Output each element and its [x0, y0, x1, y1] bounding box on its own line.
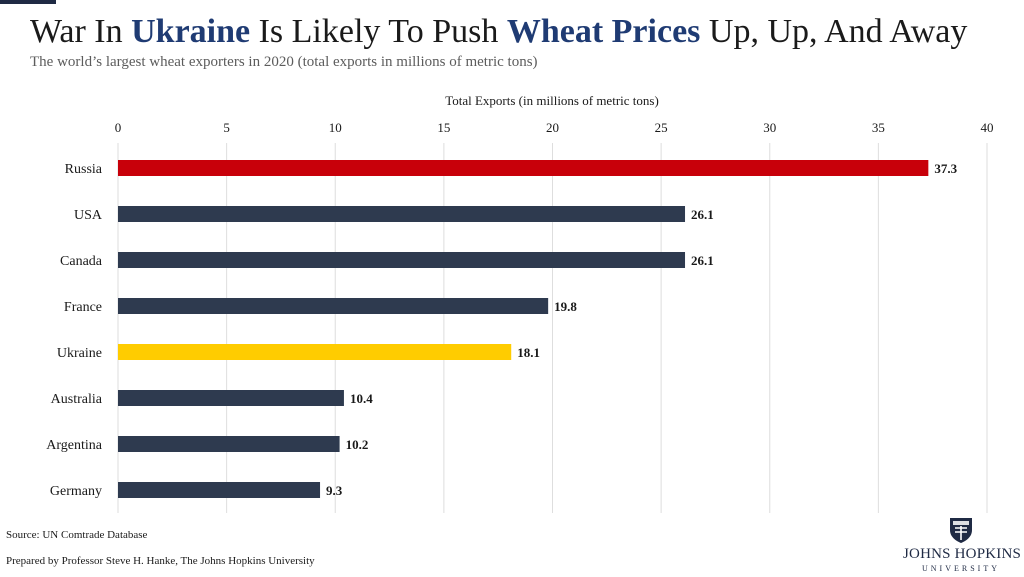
value-labels: 37.3 26.1 26.1 19.8 18.1 10.4 10.2 9.3 — [326, 161, 958, 498]
gridlines — [117, 143, 988, 513]
value-label: 18.1 — [517, 345, 540, 360]
category-label: Ukraine — [57, 346, 102, 361]
title-highlight-ukraine: Ukraine — [131, 13, 251, 50]
category-label: Argentina — [46, 438, 103, 453]
bar-canada — [118, 252, 686, 268]
x-tick-label: 40 — [981, 120, 994, 135]
category-label: Russia — [65, 162, 103, 177]
x-tick-label: 0 — [115, 120, 122, 135]
category-label: USA — [74, 208, 103, 223]
title-part-3: Up, Up, And Away — [700, 13, 968, 50]
value-label: 19.8 — [554, 299, 577, 314]
value-label: 9.3 — [326, 483, 343, 498]
x-axis-title: Total Exports (in millions of metric ton… — [445, 93, 659, 108]
value-label: 26.1 — [691, 253, 714, 268]
bar-usa — [118, 206, 686, 222]
x-tick-label: 30 — [763, 120, 776, 135]
category-label: Canada — [60, 254, 103, 269]
university-shield-icon — [950, 518, 972, 543]
logo-subtitle: UNIVERSITY — [922, 564, 1000, 573]
x-tick-label: 35 — [872, 120, 885, 135]
prepared-by-note: Prepared by Professor Steve H. Hanke, Th… — [6, 555, 315, 567]
bar-germany — [118, 482, 321, 498]
x-tick-label: 5 — [223, 120, 230, 135]
value-label: 26.1 — [691, 207, 714, 222]
bar-russia — [118, 160, 929, 176]
category-label: Australia — [51, 392, 103, 407]
top-accent-bar — [0, 0, 56, 4]
category-label: France — [64, 300, 102, 315]
bar-ukraine — [118, 344, 512, 360]
title-highlight-wheat-prices: Wheat Prices — [506, 13, 701, 50]
bar-australia — [118, 390, 344, 406]
chart-title: War In Ukraine Is Likely To Push Wheat P… — [30, 12, 967, 52]
bar-argentina — [118, 436, 340, 452]
johns-hopkins-logo: JOHNS HOPKINS UNIVERSITY — [903, 516, 1022, 574]
category-labels: Russia USA Canada France Ukraine Australia Arg… — [46, 162, 103, 499]
category-label: Germany — [50, 484, 102, 499]
value-label: 10.4 — [350, 391, 373, 406]
x-tick-label: 10 — [329, 120, 342, 135]
value-label: 10.2 — [346, 437, 369, 452]
x-axis-ticks: 0 5 10 15 20 25 30 35 40 — [115, 120, 994, 135]
x-tick-label: 15 — [437, 120, 450, 135]
x-tick-label: 20 — [546, 120, 559, 135]
title-part-2: Is Likely To Push — [250, 13, 507, 50]
logo-name: JOHNS HOPKINS — [903, 546, 1022, 562]
x-tick-label: 25 — [655, 120, 668, 135]
value-label: 37.3 — [934, 161, 957, 176]
bar-chart: Total Exports (in millions of metric ton… — [46, 93, 994, 513]
source-note: Source: UN Comtrade Database — [6, 529, 148, 541]
bars — [118, 160, 929, 498]
bar-france — [118, 298, 549, 314]
chart-subtitle: The world’s largest wheat exporters in 2… — [30, 54, 538, 70]
title-part-1: War In — [30, 13, 132, 50]
